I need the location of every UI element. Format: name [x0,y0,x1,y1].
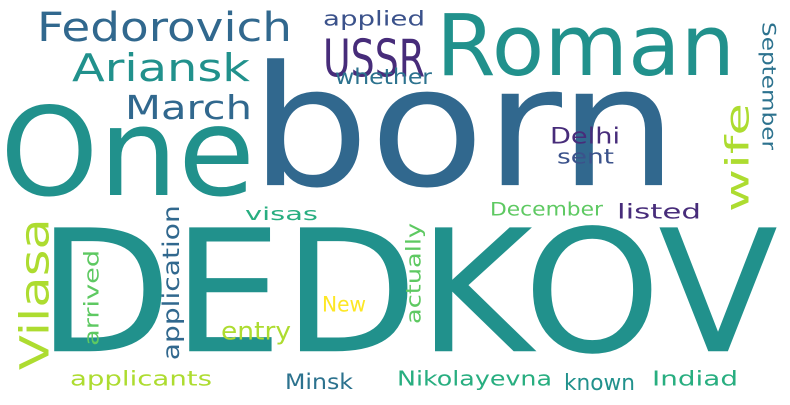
word-december: December [490,199,603,221]
word-roman: Roman [436,0,736,96]
word-visas: visas [245,204,318,225]
word-fedorovich: Fedorovich [37,3,292,51]
word-whether: whether [335,66,432,90]
word-vilasa: Vilasa [11,217,59,370]
word-minsk: Minsk [285,371,354,395]
word-delhi: Delhi [550,123,620,149]
word-march: March [125,88,252,127]
word-ariansk: Ariansk [72,46,250,91]
word-known: known [564,371,635,396]
word-sent: sent [557,146,614,169]
word-ussr: USSR [323,28,425,90]
word-actually: actually [403,222,426,325]
word-arrived: arrived [81,249,104,346]
word-dedkov: DEDKOV [37,193,779,392]
word-entry: entry [221,317,291,347]
word-wife: wife [719,103,757,212]
word-new: New [322,292,366,317]
word-application: application [158,204,185,360]
word-listed: listed [617,201,702,224]
word-indiad: Indiad [652,368,739,391]
word-applied: applied [323,8,426,31]
word-applicants: applicants [70,368,213,391]
word-born: born [250,31,678,226]
word-nikolayevna: Nikolayevna [397,368,552,391]
word-one: One [0,82,256,224]
word-september: September [757,22,779,151]
